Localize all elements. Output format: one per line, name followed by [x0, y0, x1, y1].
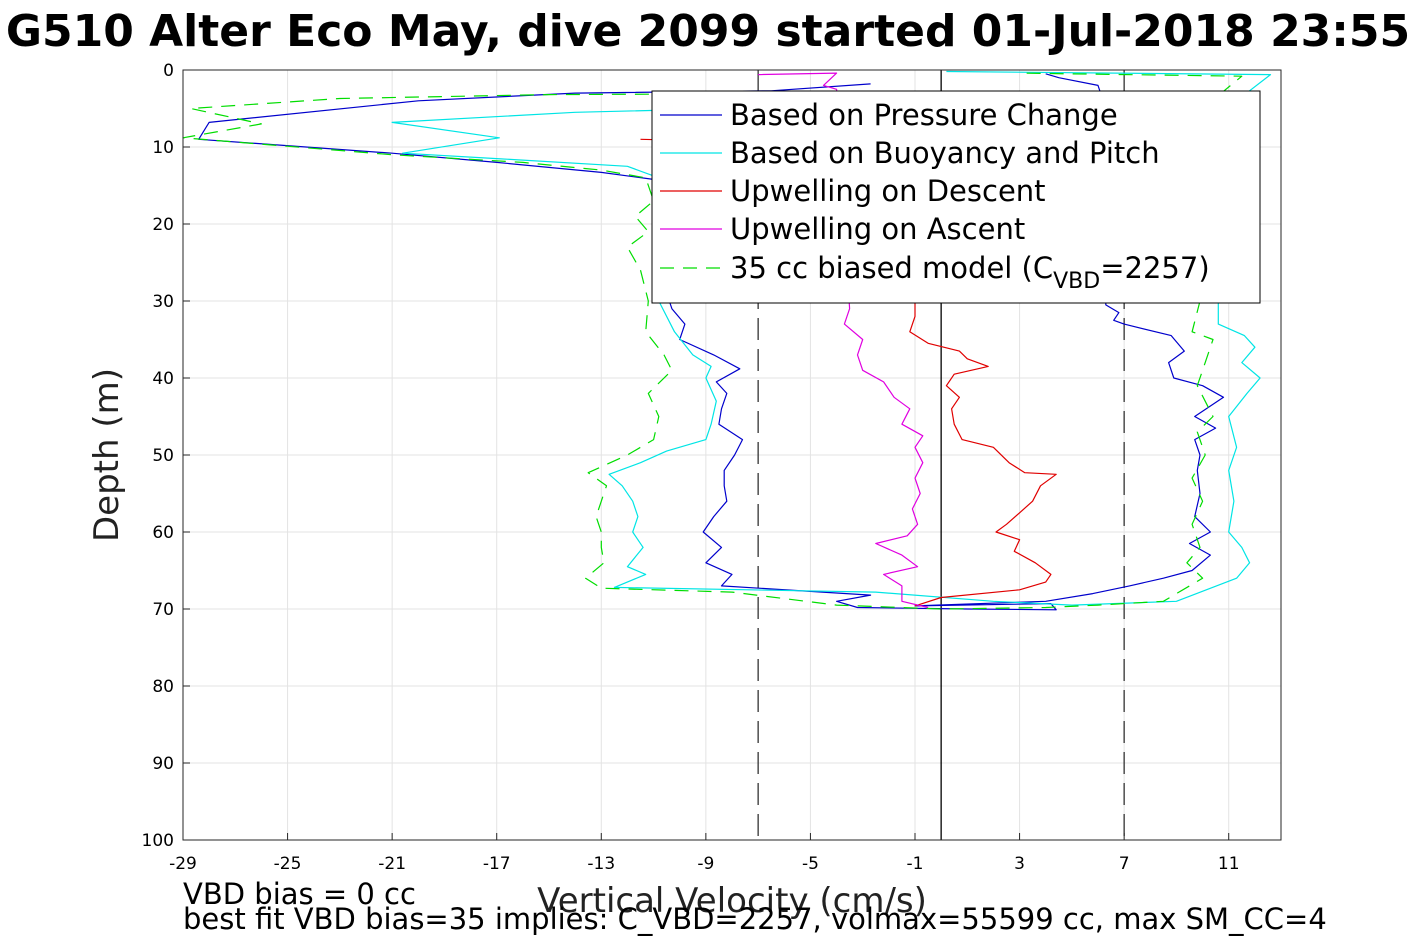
annotation-best-fit: best fit VBD bias=35 implies: C_VBD=2257… [183, 902, 1327, 936]
y-tick-label: 50 [152, 446, 174, 466]
y-tick-label: 30 [152, 292, 174, 312]
legend-label: Based on Pressure Change [730, 98, 1118, 132]
series-line [640, 138, 1057, 607]
y-tick-label: 20 [152, 215, 174, 235]
x-tick-label: -25 [274, 854, 302, 874]
x-tick-label: -17 [483, 854, 511, 874]
x-tick-label: 11 [1218, 854, 1240, 874]
series-line [182, 72, 1243, 610]
x-tick-label: 7 [1119, 854, 1130, 874]
x-tick-label: -29 [169, 854, 197, 874]
y-axis-label: Depth (m) [87, 368, 127, 542]
legend-label: Based on Buoyancy and Pitch [730, 136, 1160, 170]
y-tick-labels: 0 10 20 30 40 50 60 70 80 90 100 [142, 61, 190, 851]
chart-title: G510 Alter Eco May, dive 2099 started 01… [6, 6, 1410, 57]
legend-label-subscript: VBD [1053, 269, 1100, 294]
x-tick-label: 3 [1014, 854, 1025, 874]
y-tick-label: 70 [152, 600, 174, 620]
y-tick-label: 90 [152, 754, 174, 774]
x-axis-label: Vertical Velocity (cm/s) [537, 881, 927, 921]
legend-label: Upwelling on Descent [730, 174, 1046, 208]
x-tick-label: -5 [802, 854, 819, 874]
legend: Based on Pressure Change Based on Buoyanc… [651, 90, 1261, 304]
x-tick-label: -1 [907, 854, 924, 874]
series-line [758, 72, 929, 609]
y-tick-label: 0 [163, 61, 174, 81]
legend-label: Upwelling on Ascent [730, 212, 1025, 246]
y-tick-label: 80 [152, 677, 174, 697]
annotation-vbd-bias: VBD bias = 0 cc [183, 877, 416, 911]
legend-label: 35 cc biased model (CVBD=2257) [730, 251, 1210, 294]
x-tick-label: -21 [378, 854, 406, 874]
y-tick-label: 100 [142, 831, 174, 851]
x-tick-label: -13 [587, 854, 615, 874]
legend-box [651, 90, 1261, 304]
y-tick-label: 40 [152, 369, 174, 389]
y-tick-label: 10 [152, 138, 174, 158]
y-tick-label: 60 [152, 523, 174, 543]
x-tick-labels: -29 -25 -21 -17 -13 -9 -5 -1 3 7 11 [169, 833, 1240, 874]
legend-label-main: 35 cc biased model (C [730, 251, 1053, 285]
legend-label-tail: =2257) [1100, 251, 1209, 285]
x-tick-label: -9 [697, 854, 714, 874]
